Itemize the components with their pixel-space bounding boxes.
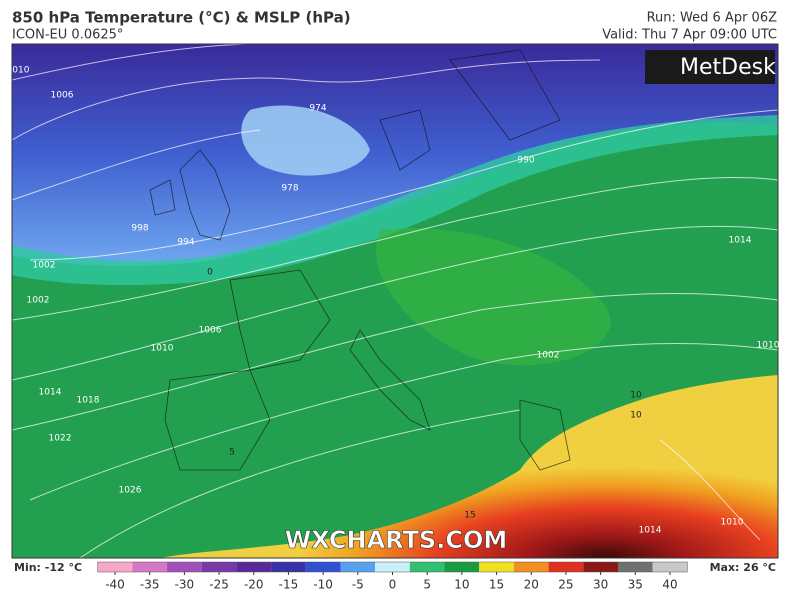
valid-time: Valid: Thu 7 Apr 09:00 UTC <box>602 28 777 43</box>
isobar-label: 974 <box>309 104 326 114</box>
isobar-label: 1006 <box>51 91 74 101</box>
coastlines <box>149 49 571 471</box>
isobars <box>12 44 778 558</box>
colorbar-tick-label: 20 <box>524 578 539 592</box>
colorbar-tick-label: 30 <box>593 578 608 592</box>
map <box>12 44 778 558</box>
isobar-label: 998 <box>131 224 148 234</box>
colorbar-swatch <box>236 562 272 572</box>
colorbar-tick-label: 35 <box>628 578 643 592</box>
isobar-label: 1018 <box>77 396 100 406</box>
colorbar-swatch <box>305 562 341 572</box>
isobar-label: 1026 <box>119 486 142 496</box>
colorbar-tick-label: -15 <box>279 578 299 592</box>
colorbar-swatch <box>201 562 237 572</box>
colorbar-swatch <box>444 562 480 572</box>
colorbar-tick-label: 15 <box>489 578 504 592</box>
temperature-label: 5 <box>229 448 235 458</box>
colorbar-swatch <box>617 562 653 572</box>
isobar-label: 1010 <box>151 344 174 354</box>
isobar-label: 1010 <box>757 341 780 351</box>
colorbar-tick-label: -40 <box>105 578 125 592</box>
colorbar-tick-label: 0 <box>389 578 397 592</box>
isobar-label: 1014 <box>729 236 752 246</box>
logo-box <box>645 50 775 84</box>
run-time: Run: Wed 6 Apr 06Z <box>647 11 777 26</box>
colorbar-tick-label: -25 <box>209 578 229 592</box>
colorbar-swatch <box>271 562 306 572</box>
colorbar-swatch <box>513 562 549 572</box>
colorbar-swatch <box>132 562 168 572</box>
cold-core <box>241 105 370 176</box>
colorbar-tick-label: 40 <box>662 578 677 592</box>
colorbar-tick-label: 10 <box>454 578 469 592</box>
colorbar-max: Max: 26 °C <box>710 561 776 574</box>
colorbar-swatch <box>167 562 202 572</box>
warm-patch <box>376 228 611 366</box>
title: 850 hPa Temperature (°C) & MSLP (hPa) <box>12 9 351 27</box>
colorbar-swatch <box>340 562 376 572</box>
colorbar-tick-label: 5 <box>423 578 431 592</box>
colorbar-tick-label: -30 <box>175 578 195 592</box>
model: ICON-EU 0.0625° <box>12 28 123 43</box>
colorbar-swatch <box>97 562 133 572</box>
colorbar-swatch <box>375 562 410 572</box>
cold-air <box>12 44 778 266</box>
colorbar-min: Min: -12 °C <box>14 561 82 574</box>
map-frame <box>11 43 779 559</box>
isobar-label: 1014 <box>39 388 62 398</box>
logo: MetDesk <box>680 55 776 80</box>
colorbar-tick-label: -10 <box>313 578 333 592</box>
temperature-label: 10 <box>630 391 642 401</box>
colorbar-swatch <box>479 562 514 572</box>
colorbar-tick-label: 25 <box>558 578 573 592</box>
isobar-label: 1002 <box>33 261 56 271</box>
temperature-label: 15 <box>464 511 475 521</box>
isobar-label: 994 <box>177 238 194 248</box>
watermark: WXCHARTS.COM <box>285 526 507 554</box>
isobar-label: 1002 <box>27 296 50 306</box>
isobar-label: 1002 <box>537 351 560 361</box>
isobar-label: 1006 <box>199 326 222 336</box>
hot-air <box>160 375 778 558</box>
colorbar-swatch <box>548 562 584 572</box>
isobar-label: 990 <box>517 156 534 166</box>
colorbar-swatch <box>409 562 445 572</box>
temperature-label: 0 <box>207 268 213 278</box>
colorbar-swatch <box>652 562 688 572</box>
temperature-label: 10 <box>630 411 642 421</box>
isobar-label: 1022 <box>49 434 72 444</box>
isobar-label: 1014 <box>639 526 662 536</box>
colorbar-tick-label: -35 <box>140 578 160 592</box>
front-band <box>12 115 778 286</box>
isobar-label: 1010 <box>721 518 744 528</box>
colorbar-tick-label: -5 <box>352 578 364 592</box>
isobar-label: 1010 <box>7 66 30 76</box>
isobar-label: 978 <box>281 184 298 194</box>
colorbar-tick-label: -20 <box>244 578 264 592</box>
colorbar-swatch <box>583 562 618 572</box>
